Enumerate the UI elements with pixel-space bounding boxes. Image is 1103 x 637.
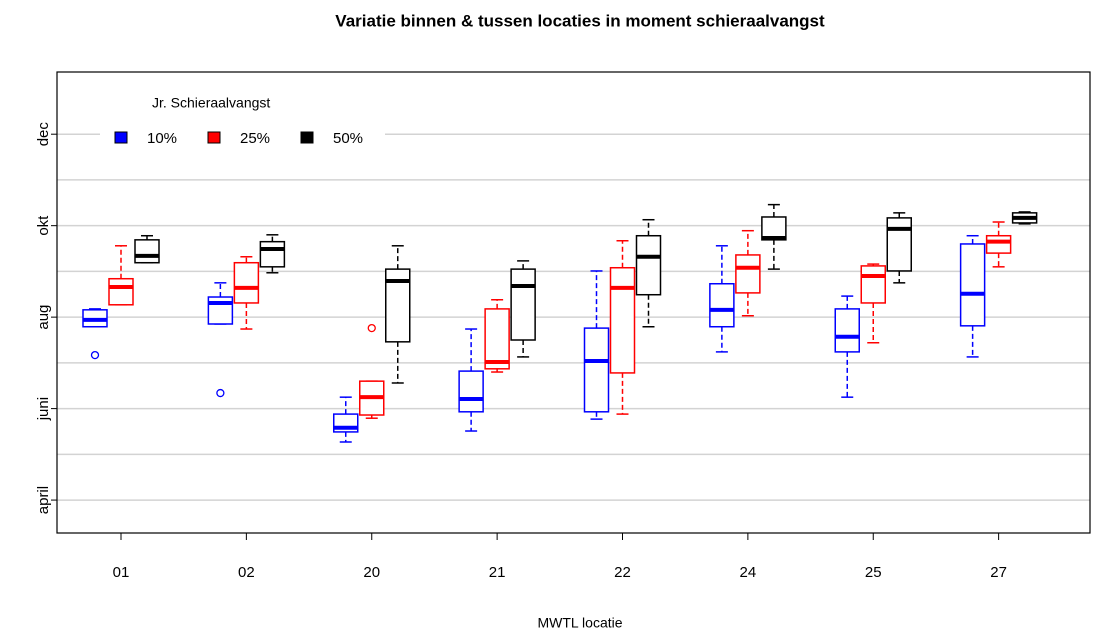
outlier bbox=[216, 388, 225, 398]
box bbox=[709, 282, 735, 328]
legend-title: Jr. Schieraalvangst bbox=[152, 95, 270, 111]
x-tick-label: 22 bbox=[614, 564, 631, 581]
box bbox=[458, 370, 484, 413]
legend-label: 50% bbox=[333, 130, 363, 147]
legend-label: 25% bbox=[240, 130, 270, 147]
box bbox=[609, 266, 636, 374]
box bbox=[233, 261, 260, 304]
legend-background bbox=[100, 92, 385, 160]
legend-swatch bbox=[114, 131, 128, 144]
box bbox=[959, 243, 986, 327]
box bbox=[259, 240, 286, 268]
box bbox=[635, 234, 662, 296]
x-tick-label: 01 bbox=[113, 564, 130, 581]
legend-label: 10% bbox=[147, 130, 177, 147]
box bbox=[860, 265, 886, 304]
legend: Jr. Schieraalvangst 10% 25% 50% bbox=[100, 92, 385, 160]
box bbox=[134, 239, 160, 264]
plot-frame bbox=[56, 71, 1091, 534]
x-tick-label: 25 bbox=[865, 564, 882, 581]
legend-swatch bbox=[207, 131, 221, 144]
y-tick-label: dec bbox=[35, 122, 52, 147]
y-tick-label: juni bbox=[35, 397, 52, 421]
x-tick-label: 27 bbox=[990, 564, 1007, 581]
x-tick-label: 20 bbox=[363, 564, 380, 581]
y-tick-label: okt bbox=[35, 215, 52, 236]
y-tick-label: april bbox=[35, 486, 52, 514]
legend-swatch bbox=[300, 131, 314, 144]
x-tick-label: 21 bbox=[489, 564, 506, 581]
outlier bbox=[90, 350, 100, 360]
box bbox=[735, 254, 761, 294]
y-tick-label: aug bbox=[35, 305, 52, 330]
outlier bbox=[367, 323, 376, 333]
x-tick-label: 24 bbox=[740, 564, 757, 581]
box bbox=[834, 308, 860, 353]
box bbox=[108, 277, 134, 306]
x-axis-label: MWTL locatie bbox=[537, 615, 622, 631]
x-tick-label: 02 bbox=[238, 564, 255, 581]
box bbox=[985, 234, 1012, 254]
box bbox=[583, 327, 610, 413]
box bbox=[484, 308, 510, 370]
box bbox=[510, 268, 536, 341]
chart-title: Variatie binnen & tussen locaties in mom… bbox=[335, 11, 825, 30]
box bbox=[886, 217, 912, 272]
